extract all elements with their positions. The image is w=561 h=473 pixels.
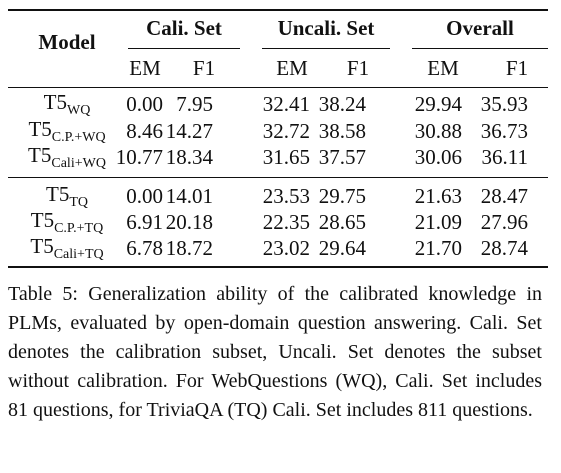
model-base: T5 <box>46 182 70 206</box>
table-cell: 6.78 <box>126 236 163 260</box>
table-cell: 29.64 <box>318 236 366 260</box>
table-cell: 18.34 <box>165 145 213 169</box>
table-cell: 20.18 <box>165 210 213 234</box>
metric-header: EM <box>276 56 308 80</box>
metric-header: F1 <box>505 56 529 80</box>
model-name: T5Cali+WQ <box>28 143 106 171</box>
table-cell: 30.06 <box>414 145 462 169</box>
model-base: T5 <box>30 208 55 232</box>
table-cell: 8.46 <box>126 119 163 143</box>
table-cell: 28.74 <box>480 236 528 260</box>
table-rule <box>8 266 548 268</box>
column-group-header: Cali. Set <box>146 16 222 40</box>
table-cell: 7.95 <box>176 92 213 116</box>
table-rule <box>128 48 240 49</box>
table-cell: 27.96 <box>480 210 528 234</box>
model-subscript: WQ <box>67 103 91 118</box>
table-cell: 21.63 <box>414 184 462 208</box>
model-base: T5 <box>30 234 54 258</box>
table-cell: 14.27 <box>165 119 213 143</box>
model-subscript: C.P.+TQ <box>54 221 104 236</box>
metric-header: EM <box>427 56 459 80</box>
table-cell: 38.24 <box>318 92 366 116</box>
table-cell: 32.72 <box>262 119 310 143</box>
model-subscript: C.P.+WQ <box>51 130 106 145</box>
model-name: T5Cali+TQ <box>30 234 103 262</box>
table-rule <box>8 9 548 11</box>
model-subscript: TQ <box>69 195 88 210</box>
table-cell: 30.88 <box>414 119 462 143</box>
model-subscript: Cali+TQ <box>53 247 104 262</box>
table-cell: 22.35 <box>262 210 310 234</box>
table-cell: 14.01 <box>165 184 213 208</box>
model-name: T5WQ <box>44 90 91 118</box>
table-cell: 31.65 <box>262 145 310 169</box>
table-rule <box>8 87 548 88</box>
table-rule <box>262 48 390 49</box>
table-cell: 38.58 <box>318 119 366 143</box>
table-rule <box>412 48 548 49</box>
table-caption: Table 5: Generalization ability of the c… <box>8 283 542 421</box>
table-cell: 35.93 <box>480 92 528 116</box>
model-name: T5C.P.+TQ <box>31 208 103 236</box>
model-base: T5 <box>43 90 67 114</box>
metric-header: F1 <box>346 56 370 80</box>
table-cell: 23.53 <box>262 184 310 208</box>
table-cell: 37.57 <box>318 145 366 169</box>
table-cell: 32.41 <box>262 92 310 116</box>
model-base: T5 <box>28 117 52 141</box>
table-cell: 36.73 <box>480 119 528 143</box>
metric-header: EM <box>129 56 161 80</box>
column-header: Model <box>38 30 96 54</box>
model-name: T5C.P.+WQ <box>28 117 105 145</box>
column-group-header: Uncali. Set <box>277 16 375 40</box>
table-cell: 6.91 <box>126 210 163 234</box>
table-rule <box>8 177 548 178</box>
table-cell: 10.77 <box>115 145 163 169</box>
table-cell: 28.65 <box>318 210 366 234</box>
model-subscript: Cali+WQ <box>51 156 106 171</box>
table-cell: 0.00 <box>126 92 163 116</box>
model-name: T5TQ <box>46 182 88 210</box>
table-cell: 36.11 <box>481 145 528 169</box>
table-cell: 21.09 <box>414 210 462 234</box>
table-cell: 18.72 <box>165 236 213 260</box>
table-cell: 29.75 <box>318 184 366 208</box>
table-cell: 28.47 <box>480 184 528 208</box>
table-cell: 21.70 <box>414 236 462 260</box>
table-cell: 23.02 <box>262 236 310 260</box>
model-base: T5 <box>28 143 52 167</box>
table-cell: 29.94 <box>414 92 462 116</box>
metric-header: F1 <box>192 56 216 80</box>
column-group-header: Overall <box>446 16 514 40</box>
table-cell: 0.00 <box>126 184 163 208</box>
